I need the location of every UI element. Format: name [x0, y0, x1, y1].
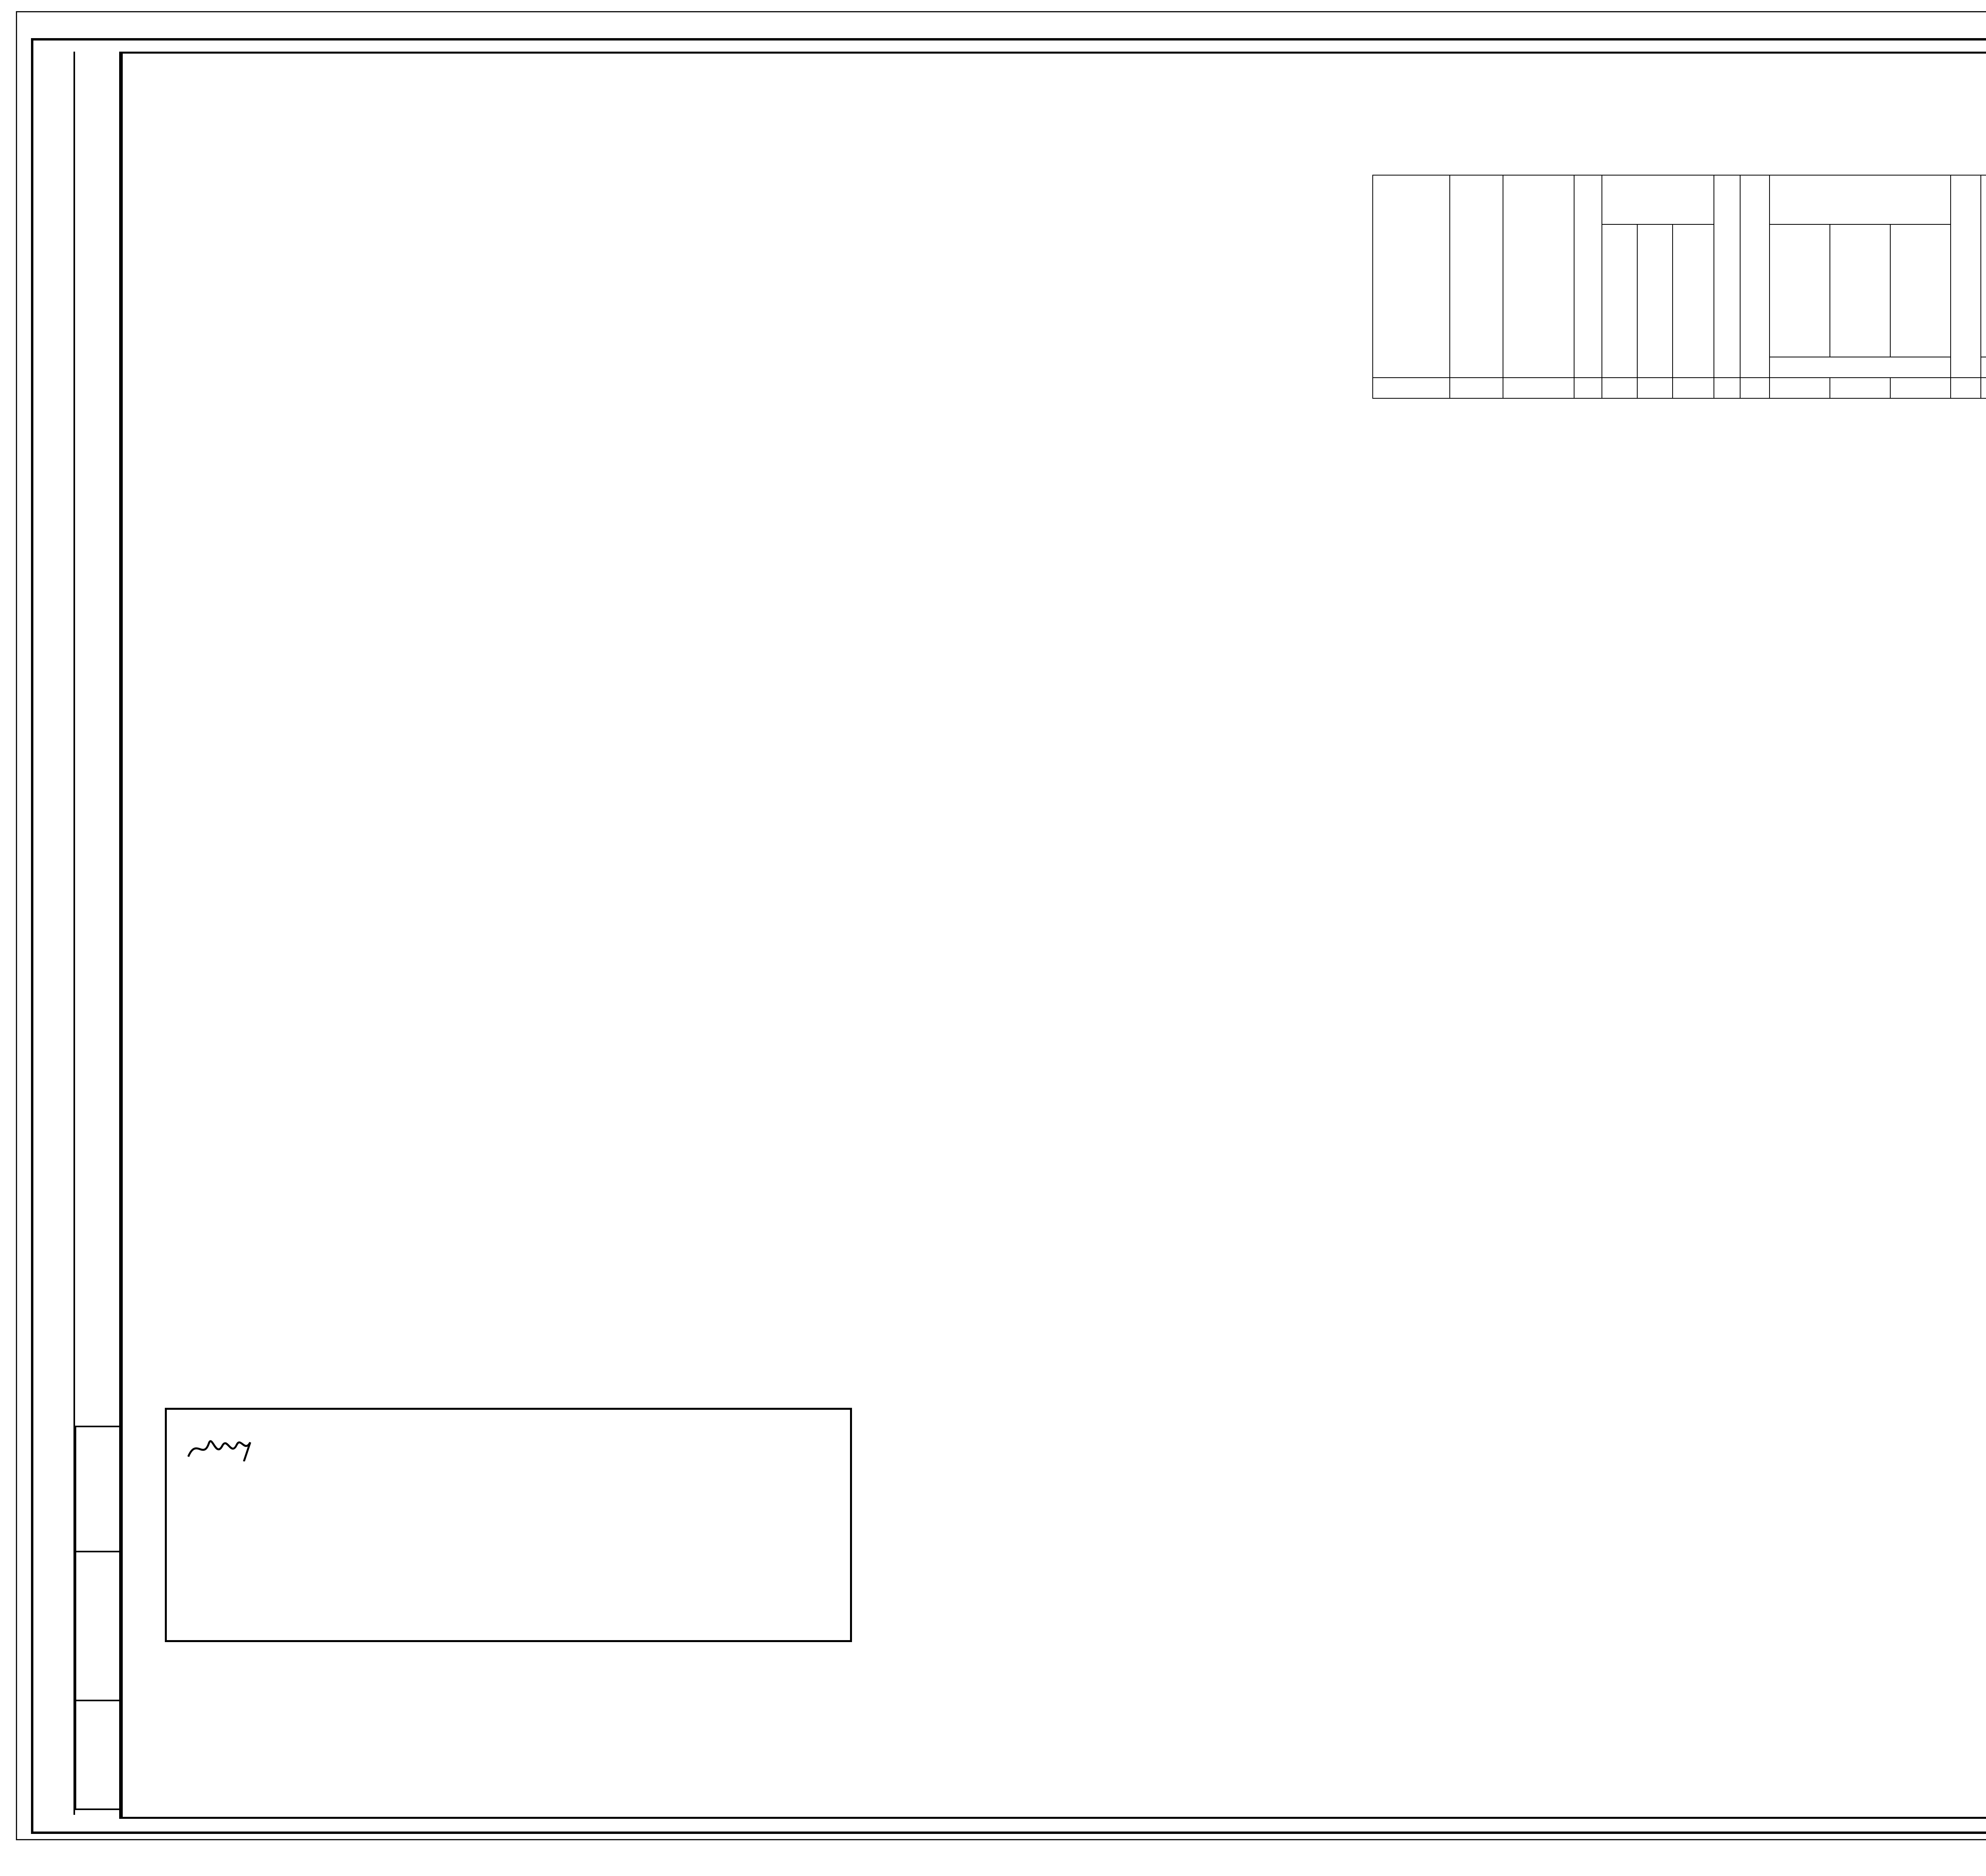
drawing-outer-frame	[31, 38, 1986, 1834]
general-directions	[981, 1412, 1680, 1418]
spec-hdr-potrebnost	[1980, 175, 1986, 357]
spec-hdr-kod-marka	[1602, 224, 1637, 378]
drawing-inner-frame	[119, 52, 1986, 1819]
spec-hdr-oboz-razmer	[1503, 175, 1574, 378]
spec-hdr-vid-profilya	[1373, 175, 1450, 378]
spec-hdr-el-balki	[1770, 224, 1830, 357]
spec-hdr-kod-vid	[1637, 224, 1673, 378]
spec-hdr-kod	[1602, 175, 1714, 225]
spec-table-head	[1372, 175, 1986, 399]
signature-svg	[187, 1440, 251, 1462]
chief-engineer-signature-row	[179, 1434, 838, 1462]
spec-elemcode-1	[1769, 377, 1830, 399]
spec-hdr-kod-razmer	[1673, 224, 1714, 378]
spec-hdr-massa-group	[1769, 175, 1951, 225]
spec-hdr-np	[1574, 175, 1602, 378]
spec-colnum-obshaya	[1950, 377, 1981, 399]
spec-colnum-6	[1637, 377, 1673, 399]
spec-elemcode-2	[1830, 377, 1891, 399]
spec-head-row-3	[1373, 357, 1986, 378]
spec-hdr-marka	[1450, 175, 1503, 378]
spec-colnum-8	[1714, 377, 1741, 399]
inv-strip-divider-1	[75, 1551, 119, 1552]
spec-hdr-el-monorel	[1830, 224, 1890, 357]
spec-hdr-dlina	[1740, 175, 1770, 378]
spec-colnum-5	[1602, 377, 1638, 399]
spec-table	[1372, 175, 1986, 399]
spec-elemcode-3	[1890, 377, 1951, 399]
typical-project-note-box	[165, 1408, 852, 1642]
copied-by-row	[1970, 1791, 1979, 1805]
left-strip-divider	[73, 52, 75, 1815]
inv-strip-divider-2	[75, 1700, 119, 1701]
inv-strip-box	[75, 1426, 122, 1810]
spec-hdr-obshaya-massa	[1951, 175, 1981, 378]
spec-hdr-roman-1	[1980, 357, 1986, 378]
scan-edge-frame	[16, 11, 1986, 1840]
spec-colnum-9	[1740, 377, 1770, 399]
spec-column-number-row	[1372, 377, 1986, 399]
spec-hdr-kod-elementa	[1769, 357, 1951, 378]
spec-colnum-4	[1574, 377, 1602, 399]
signature-scribble-icon	[184, 1434, 284, 1462]
spec-colnum-1	[1372, 377, 1450, 399]
spec-hdr-el-truba	[1890, 224, 1951, 357]
spec-colnum-r1	[1980, 377, 1986, 399]
spec-colnum-2	[1449, 377, 1503, 399]
spec-colnum-7	[1672, 377, 1714, 399]
spec-colnum-3	[1503, 377, 1575, 399]
spec-hdr-kolichestvo	[1714, 175, 1740, 378]
spec-head-row-1	[1373, 175, 1986, 378]
